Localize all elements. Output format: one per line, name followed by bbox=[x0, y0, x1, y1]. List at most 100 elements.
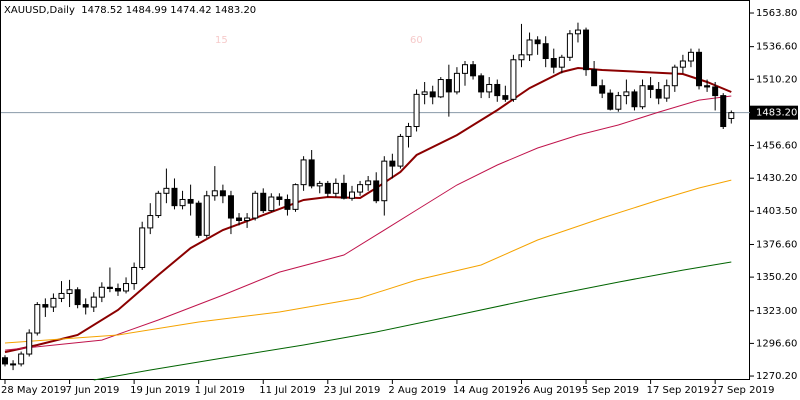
candle-body bbox=[647, 85, 654, 90]
candle-body bbox=[90, 296, 97, 308]
price-box bbox=[750, 105, 798, 120]
candle-body bbox=[357, 184, 364, 193]
candle-body bbox=[42, 304, 49, 308]
x-tick-label: 23 Jul 2019 bbox=[324, 385, 381, 396]
candle-body bbox=[340, 182, 347, 199]
y-tick-label: 1510.20 bbox=[756, 74, 797, 85]
y-tick-label: 1376.60 bbox=[756, 239, 797, 250]
candle-body bbox=[494, 83, 501, 97]
candle-body bbox=[373, 180, 380, 202]
candle-body bbox=[10, 363, 17, 366]
candle-body bbox=[82, 304, 89, 308]
candle-body bbox=[34, 304, 41, 334]
candle-body bbox=[147, 215, 154, 229]
x-tick-label: 17 Sep 2019 bbox=[647, 385, 710, 396]
candle-body bbox=[211, 190, 218, 197]
candle-body bbox=[437, 79, 444, 98]
moving-average bbox=[4, 95, 732, 351]
candle-body bbox=[574, 29, 581, 35]
x-tick-label: 11 Jul 2019 bbox=[259, 385, 316, 396]
candle-body bbox=[163, 187, 170, 194]
candle-body bbox=[534, 39, 541, 45]
candle-body bbox=[2, 357, 8, 365]
candle-body bbox=[244, 217, 251, 221]
candle-body bbox=[607, 92, 614, 110]
y-tick-label: 1270.20 bbox=[756, 371, 797, 382]
annotation: 15 bbox=[215, 35, 228, 46]
candle-body bbox=[655, 88, 662, 99]
x-tick-label: 1 Jul 2019 bbox=[195, 385, 245, 396]
candle-body bbox=[195, 202, 202, 236]
candle-body bbox=[421, 91, 428, 95]
x-tick-label: 27 Sep 2019 bbox=[711, 385, 774, 396]
candle-body bbox=[252, 192, 259, 219]
moving-average bbox=[93, 261, 732, 381]
candle-body bbox=[219, 190, 226, 197]
candle-body bbox=[187, 198, 194, 204]
x-tick-label: 28 May 2019 bbox=[1, 385, 66, 396]
candle-body bbox=[591, 69, 598, 87]
candle-body bbox=[203, 195, 210, 236]
candle-body bbox=[74, 289, 81, 306]
candle-body bbox=[389, 160, 396, 167]
candle-body bbox=[631, 91, 638, 108]
candle-body bbox=[712, 86, 719, 97]
candle-body bbox=[550, 58, 557, 68]
candle-body bbox=[679, 60, 686, 68]
y-tick-label: 1323.00 bbox=[756, 306, 797, 317]
candle-body bbox=[510, 59, 517, 100]
candle-body bbox=[671, 66, 678, 87]
candle-body bbox=[566, 33, 573, 58]
y-tick-label: 1430.20 bbox=[756, 173, 797, 184]
annotation: 60 bbox=[410, 35, 423, 46]
candle-body bbox=[526, 39, 533, 56]
candle-body bbox=[413, 93, 420, 128]
y-tick-label: 1456.60 bbox=[756, 141, 797, 152]
candle-body bbox=[66, 289, 73, 294]
candle-body bbox=[58, 292, 65, 299]
candle-body bbox=[445, 79, 452, 93]
candle-body bbox=[728, 112, 735, 119]
candle-body bbox=[155, 192, 162, 217]
y-tick-label: 1563.80 bbox=[756, 8, 797, 19]
candle-body bbox=[349, 191, 356, 199]
candle-body bbox=[429, 91, 436, 98]
candle-body bbox=[453, 72, 460, 93]
candle-body bbox=[316, 182, 323, 187]
candle-body bbox=[114, 288, 121, 292]
candle-body bbox=[300, 159, 307, 186]
x-tick-label: 5 Sep 2019 bbox=[582, 385, 639, 396]
candle-body bbox=[123, 283, 130, 292]
candle-body bbox=[470, 64, 477, 77]
x-tick-label: 7 Jun 2019 bbox=[66, 385, 120, 396]
candle-body bbox=[260, 192, 267, 212]
candle-body bbox=[131, 266, 138, 285]
candle-body bbox=[704, 85, 711, 88]
candle-body bbox=[696, 51, 703, 87]
candle-body bbox=[98, 286, 105, 298]
y-tick-label: 1536.60 bbox=[756, 42, 797, 53]
candle-body bbox=[227, 195, 234, 219]
candle-body bbox=[639, 85, 646, 108]
candle-body bbox=[268, 196, 275, 212]
candle-body bbox=[26, 332, 33, 355]
candle-body bbox=[720, 95, 727, 128]
candle-body bbox=[179, 198, 186, 207]
candle-body bbox=[171, 187, 178, 207]
candle-body bbox=[687, 51, 694, 62]
candle-body bbox=[623, 91, 630, 97]
y-tick-label: 1403.50 bbox=[756, 206, 797, 217]
price-label: 1483.20 bbox=[756, 108, 797, 119]
candle-body bbox=[284, 198, 291, 210]
candle-body bbox=[276, 196, 283, 200]
candle-body bbox=[583, 29, 590, 71]
x-tick-label: 19 Jun 2019 bbox=[130, 385, 190, 396]
candle-body bbox=[542, 43, 549, 60]
moving-average bbox=[4, 66, 732, 354]
candle-body bbox=[663, 85, 670, 99]
candle-body bbox=[139, 227, 146, 268]
chart-header: XAUUSD,Daily 1478.52 1484.99 1474.42 148… bbox=[4, 5, 256, 16]
candle-body bbox=[461, 64, 468, 74]
candle-body bbox=[486, 83, 493, 93]
